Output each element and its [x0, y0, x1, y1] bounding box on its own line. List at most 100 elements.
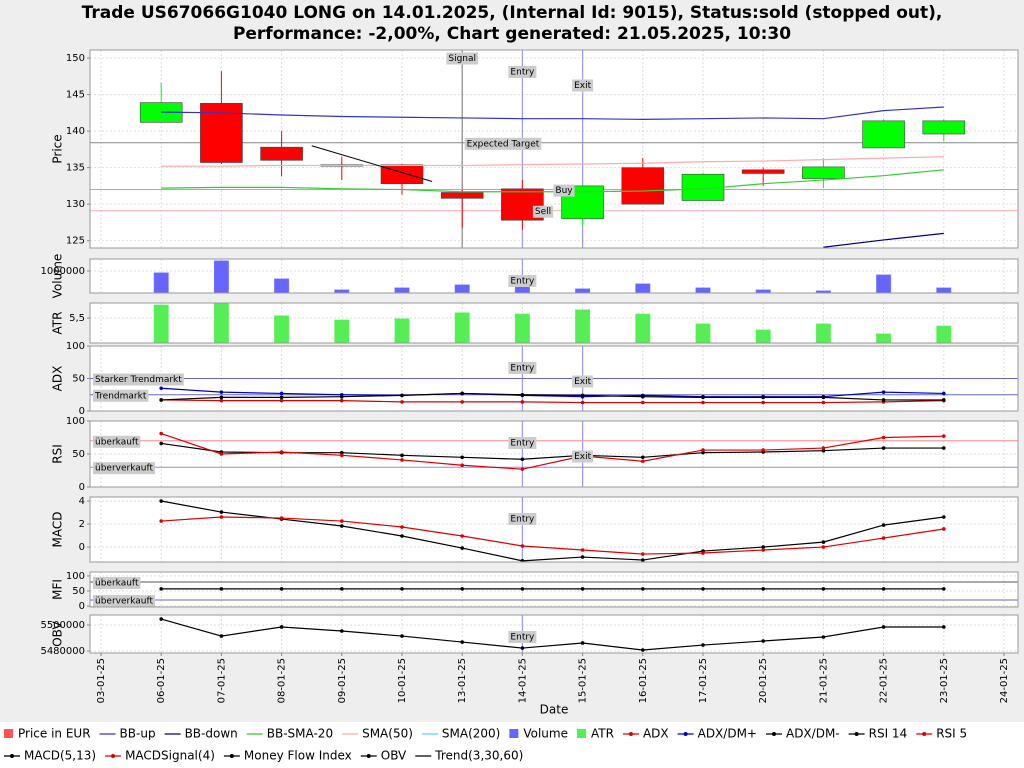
bar — [575, 288, 591, 293]
x-tick-label: 08-01-25 — [277, 658, 288, 703]
legend-item: Trend(3,30,60) — [415, 749, 523, 763]
series-point — [942, 515, 946, 519]
annotation-label: Trendmarkt — [94, 391, 147, 401]
panel — [90, 497, 1018, 562]
y-tick-label: 100 — [66, 416, 85, 427]
y-tick-label: 0 — [79, 601, 85, 612]
legend-item: BB-up — [99, 727, 156, 741]
series-point — [881, 587, 886, 591]
legend-label: BB-down — [185, 727, 238, 741]
series-point — [279, 450, 284, 454]
series-point — [159, 499, 163, 503]
series-line — [161, 156, 944, 167]
series-point — [641, 394, 645, 399]
legend-label: ADX/DM+ — [698, 727, 757, 741]
chart-title: Trade US67066G1040 LONG on 14.01.2025, (… — [82, 3, 943, 23]
bar — [153, 304, 169, 343]
annotation-label: Expected Target — [467, 139, 540, 149]
series-point — [942, 446, 946, 450]
legend-item: SMA(200) — [421, 727, 500, 741]
annotation-label: Entry — [510, 439, 535, 449]
legend-item: RSI 5 — [916, 727, 967, 741]
series-point — [279, 398, 284, 403]
series-point — [460, 391, 465, 396]
series-point — [942, 527, 946, 531]
series-point — [460, 546, 465, 550]
legend-item: Volume — [509, 727, 568, 741]
series-point — [159, 431, 163, 436]
legend-label: Money Flow Index — [244, 749, 352, 763]
y-tick-label: 1000000 — [40, 266, 85, 277]
series-point — [821, 446, 826, 450]
x-tick-label: 21-01-25 — [818, 658, 829, 703]
bar — [815, 323, 831, 343]
series-point — [460, 587, 465, 591]
series-point — [881, 435, 886, 440]
series-line — [161, 392, 944, 401]
y-tick-label: 50 — [72, 374, 85, 385]
series-point — [159, 519, 163, 523]
annotation-label: Exit — [574, 452, 592, 462]
series-line — [161, 387, 944, 398]
y-tick-label: 150 — [66, 53, 85, 64]
bar — [153, 272, 169, 293]
y-tick-label: 5480000 — [40, 646, 85, 657]
bar — [936, 325, 952, 343]
candle-body — [802, 166, 845, 179]
series-point — [701, 643, 705, 647]
series-point — [400, 400, 404, 404]
plot-area — [90, 50, 1018, 248]
series-point — [520, 400, 525, 404]
legend-item: MACDSignal(4) — [105, 749, 215, 763]
y-tick-label: 0 — [79, 482, 85, 493]
series-point — [761, 395, 765, 400]
annotation-box — [572, 450, 594, 463]
candle-body — [440, 192, 484, 199]
series-point — [761, 548, 765, 552]
legend-label: SMA(200) — [442, 727, 500, 741]
plot-border — [89, 302, 1019, 344]
series-point — [701, 448, 705, 452]
legend-dot — [683, 732, 688, 736]
series-point — [761, 400, 765, 405]
annotation-box — [508, 437, 537, 449]
plot-area — [90, 572, 1018, 607]
legend-dot — [771, 732, 776, 736]
series-point — [340, 587, 344, 591]
annotation-label: überkauft — [95, 578, 139, 588]
panel — [90, 259, 1018, 293]
y-axis-label: ADX — [51, 366, 65, 392]
legend-item: OBV — [360, 749, 407, 763]
series-point — [159, 398, 163, 402]
bar — [514, 313, 530, 343]
legend-label: Price in EUR — [18, 727, 91, 741]
legend-dot — [628, 732, 633, 736]
legend-dot — [922, 732, 927, 736]
series-point — [400, 634, 404, 638]
plot-border — [89, 258, 1019, 294]
y-tick-label: 5500000 — [40, 620, 85, 631]
candle-body — [922, 120, 966, 135]
annotation-label: überverkauft — [95, 597, 154, 607]
legend-label: BB-up — [120, 727, 156, 741]
series-point — [580, 555, 585, 559]
series-point — [340, 398, 344, 403]
series-line — [823, 232, 944, 248]
series-point — [340, 453, 344, 458]
series-point — [159, 617, 163, 621]
series-point — [641, 558, 645, 562]
series-point — [761, 639, 765, 643]
series-point — [400, 587, 404, 591]
series-point — [821, 587, 826, 591]
legend-label: Volume — [523, 727, 568, 741]
x-tick-label: 24-01-25 — [999, 658, 1010, 703]
series-point — [460, 534, 465, 538]
series-point — [641, 459, 645, 464]
plot-area — [90, 497, 1018, 562]
series-point — [942, 391, 946, 396]
plot-area — [90, 303, 1018, 343]
y-tick-label: 2 — [79, 519, 85, 530]
series-point — [279, 625, 284, 629]
series-point — [219, 452, 224, 456]
